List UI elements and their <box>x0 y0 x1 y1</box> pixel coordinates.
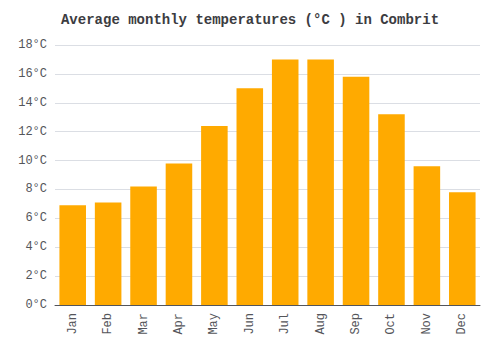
svg-text:18°C: 18°C <box>18 38 47 52</box>
svg-text:Oct: Oct <box>384 313 398 335</box>
svg-text:Aug: Aug <box>314 313 328 335</box>
svg-text:4°C: 4°C <box>25 240 47 254</box>
svg-text:14°C: 14°C <box>18 96 47 110</box>
svg-text:12°C: 12°C <box>18 125 47 139</box>
svg-text:Jul: Jul <box>278 313 292 335</box>
svg-text:6°C: 6°C <box>25 211 47 225</box>
svg-text:Jan: Jan <box>66 313 80 335</box>
svg-text:2°C: 2°C <box>25 269 47 283</box>
svg-text:Dec: Dec <box>455 313 469 335</box>
svg-text:10°C: 10°C <box>18 154 47 168</box>
svg-text:8°C: 8°C <box>25 182 47 196</box>
svg-text:Apr: Apr <box>172 313 186 335</box>
svg-text:Mar: Mar <box>137 313 151 335</box>
svg-text:Jun: Jun <box>243 313 257 335</box>
svg-text:Average monthly temperatures (: Average monthly temperatures (°C ) in Co… <box>61 12 439 28</box>
svg-text:Sep: Sep <box>349 313 363 335</box>
svg-text:16°C: 16°C <box>18 67 47 81</box>
svg-text:Nov: Nov <box>420 313 434 335</box>
svg-text:Feb: Feb <box>101 313 115 335</box>
svg-text:May: May <box>207 313 221 335</box>
svg-text:0°C: 0°C <box>25 298 47 312</box>
